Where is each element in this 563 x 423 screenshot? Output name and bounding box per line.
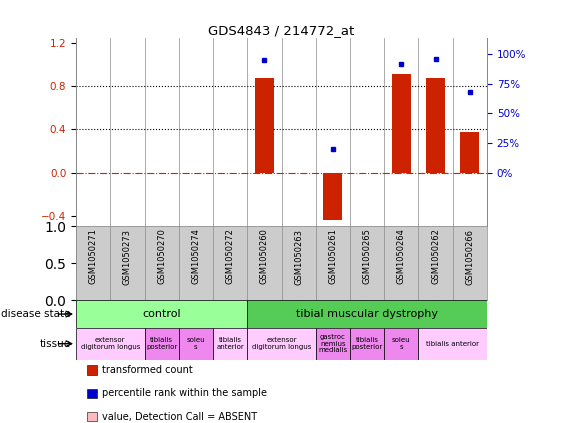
Bar <box>255 78 274 173</box>
Title: GDS4843 / 214772_at: GDS4843 / 214772_at <box>208 24 355 37</box>
Text: tibialis
anterior: tibialis anterior <box>216 338 244 350</box>
Text: GSM1050262: GSM1050262 <box>431 228 440 284</box>
Text: GSM1050274: GSM1050274 <box>191 228 200 284</box>
Text: GSM1050264: GSM1050264 <box>397 228 406 284</box>
Bar <box>392 74 411 173</box>
Bar <box>247 300 487 328</box>
Bar <box>76 300 247 328</box>
Bar <box>350 328 384 360</box>
Bar <box>213 328 247 360</box>
Text: disease state: disease state <box>1 309 70 319</box>
Text: GSM1050270: GSM1050270 <box>157 228 166 284</box>
Bar <box>145 328 179 360</box>
Text: extensor
digitorum longus: extensor digitorum longus <box>252 338 311 350</box>
Text: tibialis anterior: tibialis anterior <box>426 341 479 347</box>
Text: GSM1050263: GSM1050263 <box>294 228 303 285</box>
Bar <box>418 328 487 360</box>
Text: value, Detection Call = ABSENT: value, Detection Call = ABSENT <box>102 412 257 422</box>
Text: GSM1050271: GSM1050271 <box>88 228 97 284</box>
Bar <box>76 328 145 360</box>
Bar <box>426 78 445 173</box>
Text: percentile rank within the sample: percentile rank within the sample <box>102 388 267 398</box>
Text: extensor
digitorum longus: extensor digitorum longus <box>81 338 140 350</box>
Bar <box>247 328 316 360</box>
Bar <box>316 328 350 360</box>
Bar <box>385 328 418 360</box>
Text: GSM1050273: GSM1050273 <box>123 228 132 285</box>
Text: GSM1050260: GSM1050260 <box>260 228 269 284</box>
Text: gastroc
nemius
medialis: gastroc nemius medialis <box>318 334 347 353</box>
Text: tibial muscular dystrophy: tibial muscular dystrophy <box>296 309 438 319</box>
Text: soleu
s: soleu s <box>392 338 410 350</box>
Text: control: control <box>142 309 181 319</box>
Text: GSM1050261: GSM1050261 <box>328 228 337 284</box>
Text: soleu
s: soleu s <box>186 338 205 350</box>
Text: GSM1050272: GSM1050272 <box>226 228 235 284</box>
Text: tibialis
posterior: tibialis posterior <box>146 338 177 350</box>
Text: transformed count: transformed count <box>102 365 193 375</box>
Text: tibialis
posterior: tibialis posterior <box>351 338 383 350</box>
Bar <box>179 328 213 360</box>
Bar <box>324 173 342 220</box>
Bar <box>461 132 479 173</box>
Text: GSM1050265: GSM1050265 <box>363 228 372 284</box>
Text: GSM1050266: GSM1050266 <box>466 228 475 285</box>
Text: tissue: tissue <box>39 339 70 349</box>
